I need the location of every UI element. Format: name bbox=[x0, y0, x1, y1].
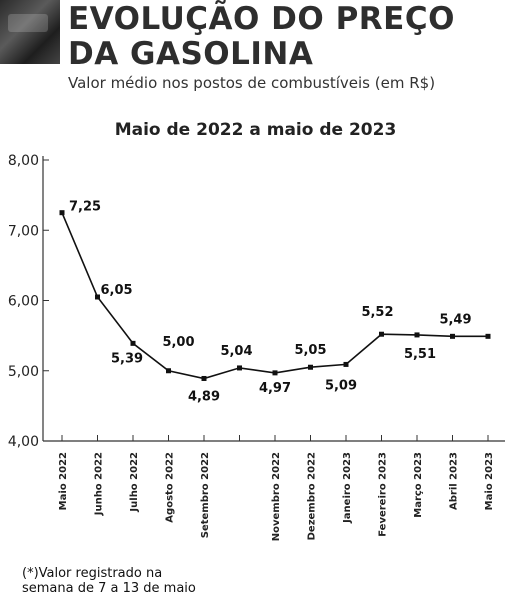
data-point bbox=[130, 340, 136, 346]
x-tick-label: Agosto 2022 bbox=[165, 452, 176, 523]
data-label: 5,39 bbox=[111, 351, 143, 366]
title-line-2: DA GASOLINA bbox=[68, 36, 314, 72]
data-point bbox=[485, 333, 491, 339]
footnote: (*)Valor registrado na semana de 7 a 13 … bbox=[22, 566, 196, 596]
data-label: 5,51 bbox=[404, 347, 436, 362]
x-tick-label: Julho 2022 bbox=[129, 452, 140, 513]
data-label: 4,97 bbox=[259, 381, 291, 396]
data-label: 7,25 bbox=[69, 200, 101, 215]
y-tick-label: 4,00 bbox=[8, 434, 39, 450]
footnote-line-1: (*)Valor registrado na bbox=[22, 566, 163, 581]
y-tick-label: 6,00 bbox=[8, 294, 39, 310]
x-tick-label: Novembro 2022 bbox=[271, 452, 282, 541]
data-label: 5,52 bbox=[361, 305, 393, 320]
data-point bbox=[201, 375, 207, 381]
page-title: EVOLUÇÃO DO PREÇO DA GASOLINA bbox=[68, 2, 455, 72]
data-label: 6,05 bbox=[101, 283, 133, 298]
x-tick-label: Abril 2023 bbox=[449, 452, 460, 510]
data-point bbox=[450, 333, 455, 339]
data-label: 5,04 bbox=[220, 344, 252, 359]
x-tick-label: Março 2023 bbox=[413, 452, 424, 518]
x-tick-label: Dezembro 2022 bbox=[307, 452, 318, 540]
y-tick-label: 5,00 bbox=[8, 364, 39, 380]
x-tick-label: Fevereiro 2023 bbox=[378, 452, 389, 537]
x-tick-label: Junho 2022 bbox=[94, 452, 105, 516]
data-label: 4,89 bbox=[188, 389, 220, 404]
x-tick-label: Maio 2023 bbox=[484, 452, 495, 510]
line-chart: 4,00 5,00 6,00 7,00 8,00 Maio 2022 Junho 2022 J… bbox=[8, 153, 505, 541]
page-subtitle: Valor médio nos postos de combustíveis (… bbox=[68, 74, 436, 92]
footnote-line-2: semana de 7 a 13 de maio bbox=[22, 581, 196, 596]
data-point bbox=[272, 370, 278, 376]
data-point bbox=[379, 331, 384, 337]
data-point bbox=[95, 294, 100, 300]
header-photo bbox=[0, 0, 60, 64]
data-label: 5,00 bbox=[162, 335, 194, 350]
title-line-1: EVOLUÇÃO DO PREÇO bbox=[68, 1, 455, 37]
data-label: 5,09 bbox=[325, 378, 357, 393]
data-label: 5,05 bbox=[294, 343, 326, 358]
y-tick-label: 7,00 bbox=[8, 223, 39, 239]
chart-title: Maio de 2022 a maio de 2023 bbox=[114, 120, 397, 140]
x-tick-label: Janeiro 2023 bbox=[342, 452, 353, 524]
data-point bbox=[414, 332, 420, 338]
data-point bbox=[237, 365, 242, 371]
y-tick-label: 8,00 bbox=[8, 153, 39, 169]
data-label: 5,49 bbox=[439, 312, 471, 327]
x-tick-label: Maio 2022 bbox=[58, 452, 69, 510]
data-point bbox=[308, 364, 313, 370]
data-point bbox=[59, 210, 65, 216]
data-point bbox=[166, 368, 171, 374]
data-point bbox=[343, 361, 349, 367]
x-tick-label: Setembro 2022 bbox=[200, 452, 211, 538]
